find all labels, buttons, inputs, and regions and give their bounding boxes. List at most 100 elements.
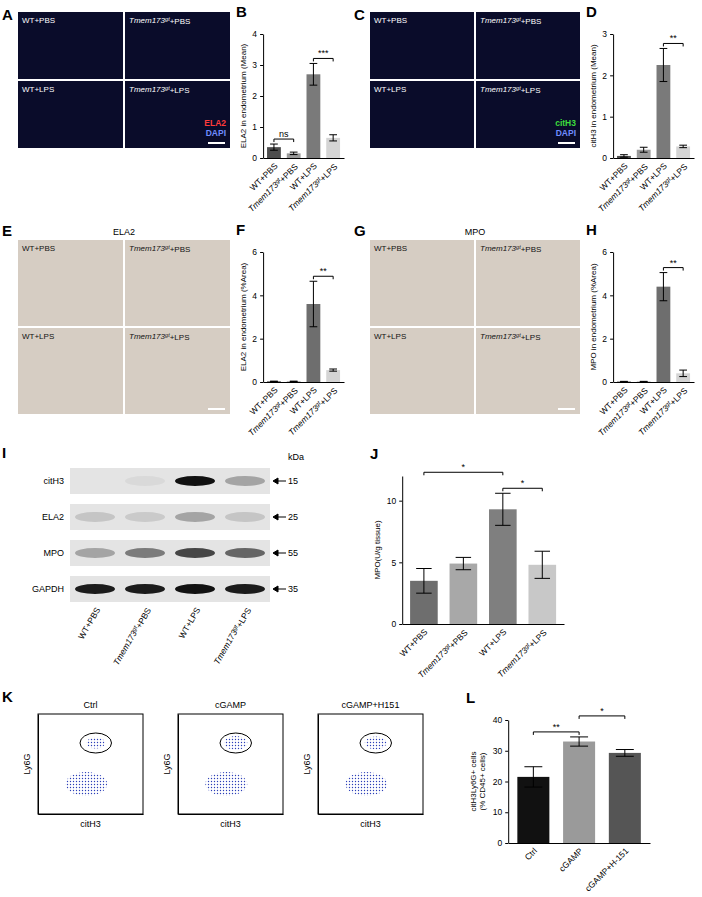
stain-label: DAPI — [206, 128, 226, 138]
bar — [637, 381, 651, 382]
flow-cytometry: KCtrlLy6GcitH3cGAMPLy6GcitH3cGAMP+H151Ly… — [2, 688, 424, 829]
bar — [287, 381, 301, 382]
blot-arrow — [273, 550, 286, 556]
x-axis-line — [264, 382, 345, 383]
x-tick-label: Ctrl — [523, 846, 539, 862]
x-tick-label: Tmem173gt+LPS — [286, 385, 339, 438]
error-bar — [679, 370, 687, 377]
label-italic: Tmem173 — [596, 404, 630, 438]
error-bar — [310, 63, 318, 85]
blot-strip — [70, 576, 270, 602]
blot-arrow — [273, 586, 286, 592]
significance-bracket — [533, 732, 579, 735]
panel-letter: F — [236, 221, 245, 238]
y-tick-label: 2 — [602, 334, 607, 344]
significance-label: ns — [279, 129, 289, 139]
y-tick: 6 — [602, 247, 613, 257]
label-rest: +LPS — [668, 161, 690, 183]
y-tick: 0 — [602, 377, 613, 387]
x-tick-label: cGAMP+H-151 — [583, 846, 631, 894]
y-tick-mark — [399, 624, 402, 625]
error-bar — [310, 281, 318, 327]
error-bar — [640, 381, 648, 382]
y-axis-title: citH3Ly6G+ cells(% CD45+ cells) — [469, 752, 487, 812]
bar — [609, 753, 641, 843]
x-tick: Tmem173gt+LPS — [286, 382, 339, 438]
flow-x-axis — [39, 814, 144, 815]
blot-kda: 55 — [288, 548, 298, 558]
panel-letter: B — [236, 3, 247, 20]
y-axis-title-line: citH3 in endometrium (Mean) — [589, 44, 598, 147]
significance-bracket — [663, 43, 683, 46]
y-axis-line — [508, 721, 509, 844]
bar — [617, 381, 631, 382]
plot-frame — [178, 714, 283, 814]
y-tick-label: 0 — [252, 153, 257, 163]
error-bar — [570, 737, 588, 746]
plot-marks — [410, 493, 556, 624]
western-blot: IkDacitH315ELA225MPO55GAPDH35WT+PBSTmem1… — [2, 444, 304, 667]
y-tick: 0 — [252, 377, 263, 387]
blot-band — [125, 476, 165, 486]
y-tick: 2 — [252, 91, 263, 101]
stain-label: ELA2 — [204, 118, 226, 128]
y-axis-title-line: (% CD45+ cells) — [478, 752, 487, 810]
y-tick-label: 0 — [602, 377, 607, 387]
x-tick-label: Tmem173gt+PBS — [416, 627, 470, 681]
label-italic: Tmem173 — [636, 403, 670, 437]
label-italic: Tmem173 — [129, 332, 166, 341]
blot-band — [175, 512, 215, 522]
y-tick-mark — [505, 843, 508, 844]
micrograph-label: Tmem173gt+LPS — [129, 332, 189, 342]
figure: BELA2 in endometrium (Mean)01234WT+PBSTm… — [0, 0, 702, 897]
x-tick: Tmem173gt+LPS — [636, 382, 689, 438]
micrograph — [125, 81, 230, 148]
flow-x-title: citH3 — [360, 819, 381, 829]
y-tick-label: 2 — [252, 334, 257, 344]
blot-band — [125, 512, 165, 522]
flow-title: cGAMP+H151 — [342, 700, 400, 710]
flow-y-axis — [178, 715, 179, 815]
label-italic: Tmem173 — [246, 180, 280, 214]
y-tick-label: 10 — [387, 496, 397, 506]
y-axis-line — [613, 253, 614, 383]
y-tick-mark — [260, 295, 263, 296]
x-tick-label: Tmem173gt+LPS — [286, 161, 339, 214]
blot-band — [175, 476, 215, 486]
flow-title: cGAMP — [215, 700, 246, 710]
y-tick-label: 1 — [252, 122, 257, 132]
plot-marks — [617, 48, 690, 158]
y-tick-label: 30 — [493, 746, 503, 756]
y-axis-title-line: ELA2 in endometrium (%Area) — [239, 262, 248, 371]
micrograph-label: WT+LPS — [374, 85, 406, 94]
label-italic: Tmem173 — [480, 332, 517, 341]
blot-band — [175, 548, 215, 558]
image-panel: EELA2WT+PBSTmem173gt+PBSWT+LPSTmem173gt+… — [2, 222, 230, 414]
blot-strip — [70, 540, 270, 566]
label-rest: +LPS — [521, 86, 541, 95]
flow-marks — [205, 733, 251, 796]
y-axis: 0246 — [602, 247, 613, 387]
bar — [450, 564, 478, 624]
bar — [267, 381, 281, 382]
gate — [360, 733, 392, 753]
error-bar — [616, 750, 634, 757]
x-tick-label: Tmem173gt+LPS — [636, 385, 689, 438]
bar — [489, 509, 517, 624]
blot-row-label: GAPDH — [32, 584, 64, 594]
y-tick: 0 — [602, 153, 613, 163]
x-tick-label: WT+PBS — [398, 627, 430, 659]
blot-lane-label: Tmem173gt+LPS — [212, 605, 254, 666]
label-rest: +LPS — [668, 385, 690, 407]
label-italic: Tmem173 — [636, 179, 670, 213]
y-tick-label: 20 — [493, 777, 503, 787]
y-tick-mark — [610, 117, 613, 118]
blot-kda: 35 — [288, 584, 298, 594]
flow-x-title: citH3 — [220, 819, 241, 829]
micrograph-label: WT+LPS — [374, 332, 406, 341]
panel-letter: E — [2, 222, 12, 239]
micrograph — [125, 328, 230, 414]
micrograph-label: Tmem173gt+PBS — [129, 16, 190, 26]
flow-y-title: Ly6G — [22, 753, 32, 774]
micrograph — [18, 328, 123, 414]
